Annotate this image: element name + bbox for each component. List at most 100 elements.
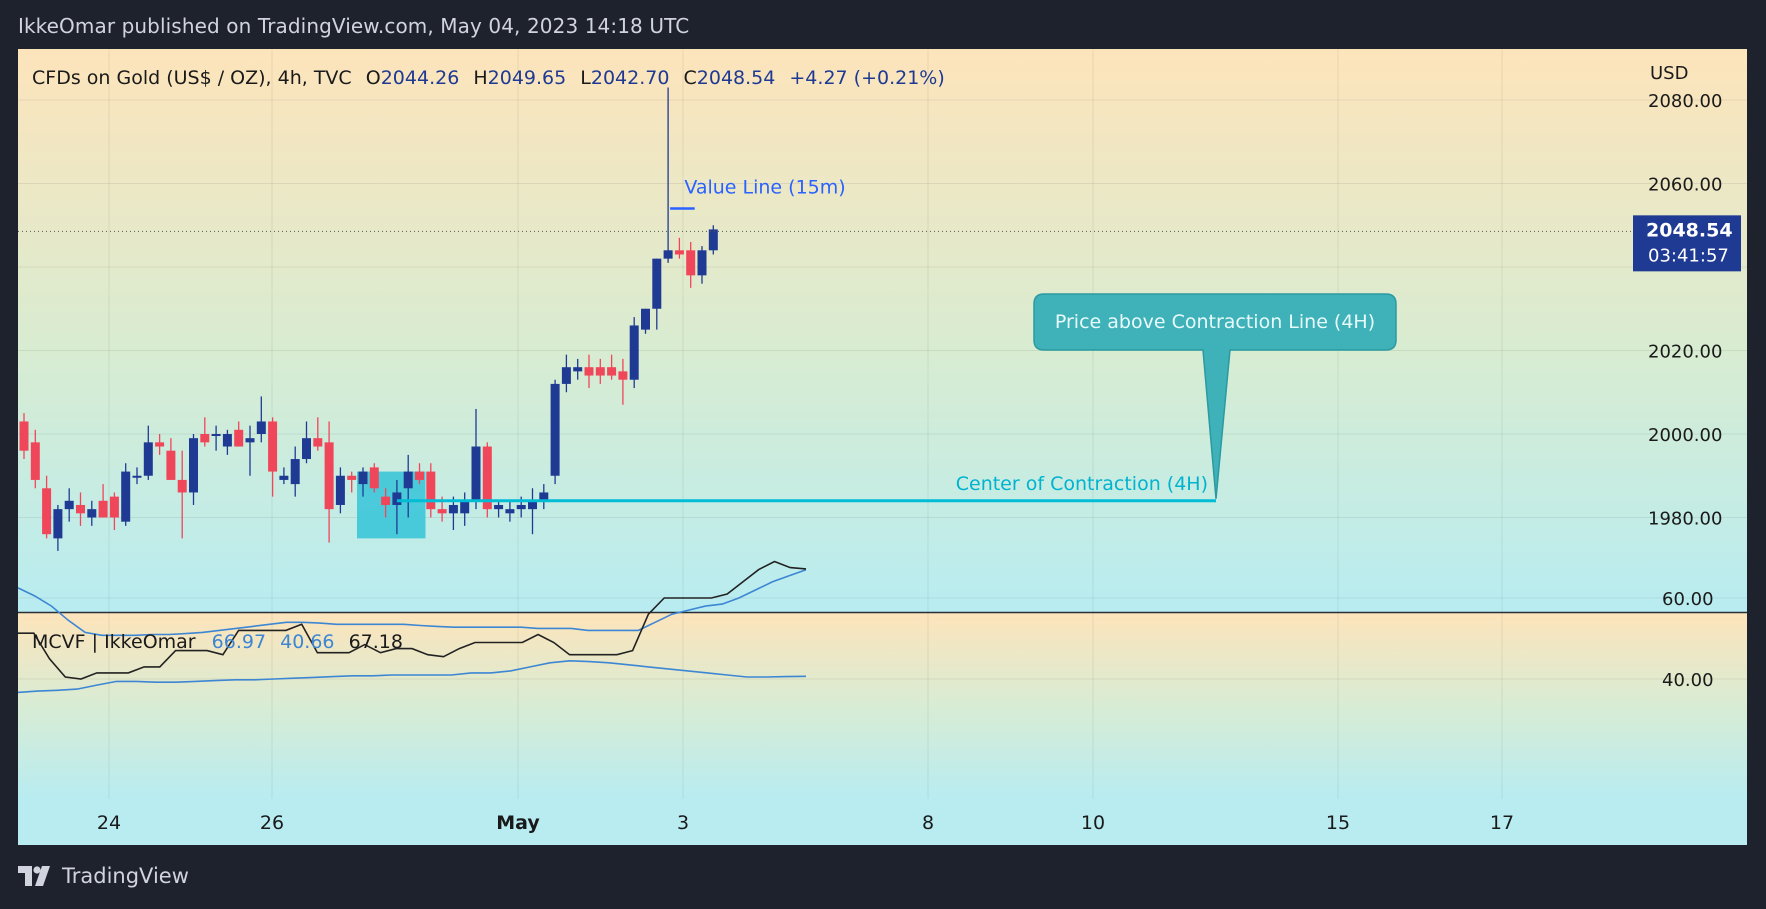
value-line-label: Value Line (15m)	[684, 177, 845, 199]
candle-body	[641, 308, 650, 330]
candle-body	[177, 479, 187, 493]
candle-body	[437, 509, 447, 514]
candle-body	[302, 438, 311, 460]
time-axis-label: 15	[1326, 812, 1350, 834]
candle-body	[132, 475, 142, 478]
indicator-axis-label: 40.00	[1662, 670, 1714, 691]
candle-body	[143, 442, 153, 476]
contraction-box	[357, 471, 426, 539]
time-axis-label: 26	[260, 812, 284, 834]
callout-shape	[1033, 293, 1397, 499]
main-pane[interactable]	[18, 49, 1747, 612]
axis-labels: 2080.00 2060.00 2020.00 2000.00 1980.00 60.00…	[97, 91, 1723, 834]
candle-body	[686, 250, 696, 276]
candle-body	[64, 500, 74, 510]
legend-symbol: CFDs on Gold (US$ / OZ), 4h, TVC	[32, 67, 352, 89]
candle-body	[369, 467, 379, 489]
indicator-name: MCVF | IkkeOmar	[32, 631, 196, 653]
legend-open-value: 2044.26	[381, 67, 460, 89]
candle-body	[528, 500, 537, 510]
indicator-pane[interactable]	[18, 613, 1747, 799]
candle-body	[460, 500, 470, 514]
candle-body	[76, 504, 85, 514]
candle-body	[279, 475, 289, 480]
price-axis-label: 2000.00	[1648, 425, 1722, 446]
candle-body	[313, 438, 323, 447]
candle-body	[426, 471, 436, 510]
candle-body	[539, 492, 549, 501]
candle-body	[211, 434, 221, 436]
candle-body	[697, 250, 707, 276]
price-axis-label: 2080.00	[1648, 91, 1722, 112]
candle-body	[200, 434, 210, 443]
indicator-value-1: 66.97	[212, 631, 266, 653]
candle-body	[245, 438, 255, 443]
candle-body	[222, 434, 232, 447]
candle-body	[121, 471, 131, 522]
candle-body	[109, 496, 119, 518]
candle-body	[482, 446, 492, 510]
candle-body	[98, 500, 108, 518]
indicator-legend: MCVF | IkkeOmar 66.97 40.66 67.18	[32, 631, 403, 653]
candle-body	[561, 367, 571, 384]
candle-body	[381, 496, 391, 505]
candle-body	[392, 492, 402, 505]
time-axis-label: 10	[1081, 812, 1105, 834]
tradingview-brand[interactable]: TradingView	[18, 864, 189, 888]
indicator-value-2: 40.66	[280, 631, 334, 653]
candle-body	[663, 250, 673, 259]
candle-body	[415, 471, 424, 480]
candle-body	[42, 488, 52, 535]
legend-open-label: O	[366, 67, 381, 89]
candle-body	[516, 504, 526, 510]
brand-name: TradingView	[62, 864, 189, 888]
candle-body	[652, 258, 662, 309]
candle-body	[618, 371, 628, 380]
candle-body	[324, 442, 334, 510]
indicator-line-lower	[17, 659, 807, 694]
candle-body	[166, 450, 176, 480]
candle-body	[87, 509, 97, 518]
candle-body	[674, 250, 684, 255]
candle-body	[155, 442, 165, 447]
candle-body	[189, 438, 198, 493]
candlestick-series	[19, 87, 718, 551]
candle-body	[256, 421, 266, 434]
countdown-timer: 03:41:57	[1648, 245, 1729, 266]
candle-body	[607, 367, 617, 376]
indicator-axis-label: 60.00	[1662, 589, 1714, 610]
indicator-value-3: 67.18	[349, 631, 403, 653]
time-axis-label: May	[496, 812, 540, 834]
last-price-tag-bg	[1633, 215, 1741, 272]
candle-body	[573, 367, 583, 372]
candle-body	[584, 367, 594, 376]
candle-body	[19, 421, 29, 451]
time-axis-label: 8	[922, 812, 934, 834]
candle-body	[471, 446, 481, 501]
candle-body	[347, 475, 357, 480]
candle-body	[708, 229, 718, 251]
indicator-line-main	[18, 560, 807, 680]
last-price-tag: 2048.54 03:41:57	[1633, 215, 1741, 272]
price-axis-label: 1980.00	[1648, 509, 1722, 530]
candle-body	[550, 383, 560, 476]
price-axis-currency: USD	[1650, 63, 1688, 84]
candle-body	[358, 471, 368, 485]
candle-body	[30, 442, 40, 480]
legend-low-value: 2042.70	[591, 67, 670, 89]
candle-body	[494, 504, 504, 510]
candle-body	[268, 421, 278, 472]
indicator-series	[17, 560, 807, 694]
price-axis-label: 2060.00	[1648, 175, 1722, 196]
price-axis-label: 2020.00	[1648, 342, 1722, 363]
candle-body	[595, 367, 605, 376]
candle-body	[448, 504, 458, 514]
candle-body	[234, 429, 244, 447]
legend-low-label: L	[580, 67, 591, 89]
callout[interactable]: Price above Contraction Line (4H)	[1033, 293, 1397, 499]
legend-high-value: 2049.65	[488, 67, 567, 89]
time-axis-strip[interactable]	[18, 799, 1747, 845]
time-axis-label: 24	[97, 812, 121, 834]
candle-body	[335, 475, 345, 505]
